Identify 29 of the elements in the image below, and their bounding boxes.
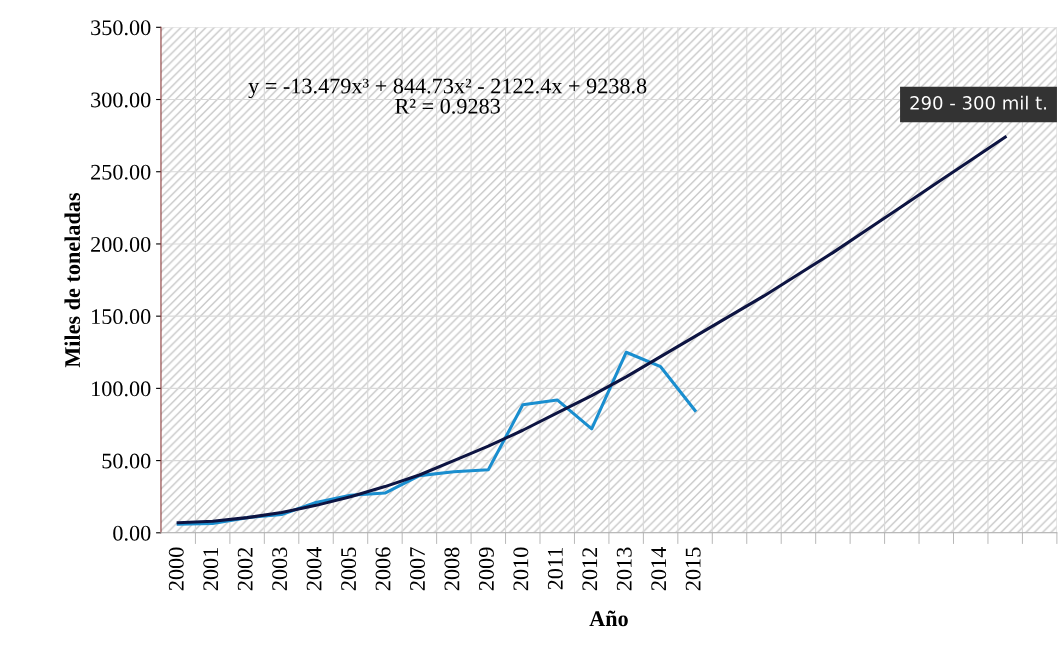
x-tick-label: 2015 [685,547,701,591]
x-tick-label: 2008 [444,547,460,591]
x-tick-label: 2009 [478,547,494,591]
x-tick-label: 2001 [203,548,219,591]
y-tick-label: 300.00 [91,92,151,108]
y-axis-title: Miles de toneladas [64,192,81,368]
x-tick-label: 2014 [651,547,667,591]
x-tick-label: 2000 [168,547,184,591]
x-tick-label: 2005 [341,547,357,591]
x-tick-label: 2002 [237,547,253,591]
y-tick-label: 200.00 [91,236,151,252]
x-tick-label: 2013 [616,547,632,591]
y-tick-label: 350.00 [91,20,151,36]
y-tick-label: 50.00 [102,453,151,469]
x-axis-title: Año [589,610,628,627]
line-series [176,135,1007,525]
y-tick-label: 100.00 [92,381,151,397]
annotation: 290 - 300 mil t. [910,95,1046,110]
x-tick-label: 2003 [272,547,288,591]
y-tick-label: 0.00 [113,525,151,541]
x-tick-label: 2011 [547,548,563,590]
y-tick-label: 150.00 [92,309,151,325]
x-tick-label: 2010 [513,547,529,591]
y-tick-label: 250.00 [91,164,151,180]
x-tick-label: 2012 [582,547,598,591]
annotation: y = -13.479x³ + 844.73x² - 2122.4x + 9238.8 R² = 0.9283 [248,78,647,114]
x-tick-label: 2007 [409,547,425,591]
x-tick-label: 2006 [375,547,391,591]
x-tick-label: 2004 [306,547,322,591]
